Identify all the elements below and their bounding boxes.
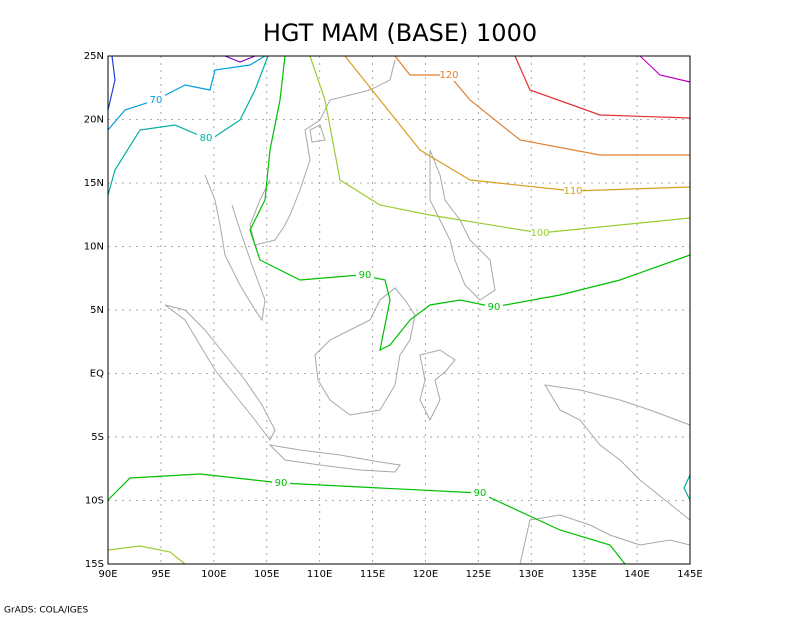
coast-java (268, 444, 401, 473)
contour-label-bg (440, 69, 458, 81)
coast-philippines (429, 149, 496, 301)
coast-borneo (314, 287, 416, 416)
contour-50 (224, 55, 256, 63)
labels: 90E 95E 100E 105E 110E 115E 120E 125E 130E 135E 14… (84, 51, 703, 580)
contour-label-bg (197, 132, 215, 144)
y-tick-label: EQ (90, 369, 104, 380)
contour-90-south (107, 473, 626, 565)
x-tick-label: 105E (254, 569, 279, 580)
contour-label-bg (147, 94, 165, 106)
y-tick-label: 15S (85, 559, 104, 570)
x-tick-label: 135E (571, 569, 596, 580)
x-tick-label: 125E (466, 569, 491, 580)
contour-label: 90 (474, 488, 487, 499)
contour-label: 110 (563, 186, 582, 197)
contour-label: 80 (200, 133, 213, 144)
contour-140 (639, 55, 691, 83)
x-tick-label: 140E (624, 569, 649, 580)
contour-120 (394, 55, 690, 156)
contour-130 (514, 55, 691, 119)
contour-100 (309, 55, 691, 234)
y-tick-label: 10N (84, 242, 104, 253)
x-tick-label: 90E (98, 569, 117, 580)
coastlines (164, 59, 691, 565)
contour-label-bg (272, 477, 290, 489)
contour-label: 90 (359, 270, 372, 281)
y-tick-label: 20N (84, 115, 104, 126)
coast-sumatra (164, 304, 276, 441)
plot-frame (107, 55, 691, 565)
contour-label-bg (356, 269, 374, 281)
contour-100-south (107, 545, 186, 565)
x-tick-label: 100E (201, 569, 226, 580)
x-tick-label: 145E (677, 569, 702, 580)
contour-label: 70 (150, 95, 163, 106)
coast-australia (519, 514, 691, 565)
contour-label-bg (485, 301, 503, 313)
coast-indochina (249, 59, 396, 246)
contours (107, 55, 691, 565)
contour-label-bg (471, 487, 489, 499)
y-tick-label: 25N (84, 51, 104, 62)
contour-80 (107, 55, 269, 196)
grid (108, 56, 690, 564)
x-tick-label: 115E (360, 569, 385, 580)
contour-70 (107, 55, 266, 131)
contour-label: 100 (530, 228, 549, 239)
contour-110 (344, 55, 691, 192)
contour-label: 90 (488, 302, 501, 313)
x-tick-label: 130E (519, 569, 544, 580)
coast-malay (204, 174, 266, 322)
x-tick-label: 110E (307, 569, 332, 580)
y-tick-label: 5N (90, 305, 104, 316)
x-tick-label: 95E (151, 569, 170, 580)
y-tick-label: 10S (85, 496, 104, 507)
contour-label-bg (564, 185, 582, 197)
contour-label-bg (531, 227, 549, 239)
contour-label: 90 (275, 478, 288, 489)
coast-hainan (309, 124, 326, 143)
coast-new-guinea (544, 384, 691, 522)
y-tick-label: 5S (91, 432, 104, 443)
contour-60 (107, 55, 116, 111)
contour-80-se (683, 474, 691, 501)
footer: GrADS: COLA/IGES (4, 606, 88, 616)
coast-sulawesi (419, 349, 456, 422)
map-title: HGT MAM (BASE) 1000 (263, 19, 537, 47)
contour-label: 120 (439, 70, 458, 81)
y-tick-label: 15N (84, 178, 104, 189)
x-tick-label: 120E (413, 569, 438, 580)
